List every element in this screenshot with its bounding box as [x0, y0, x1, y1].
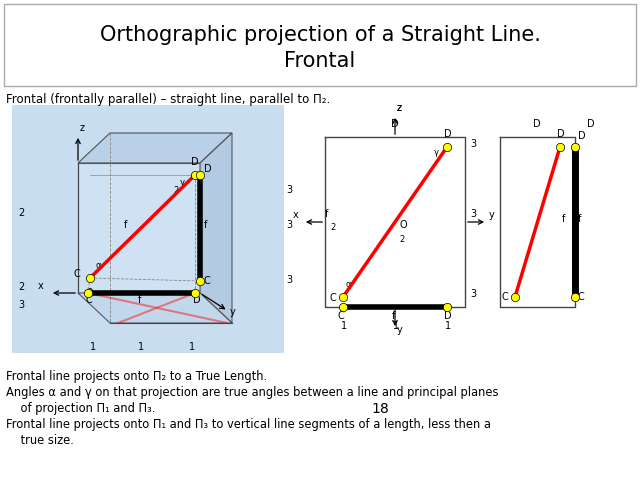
Text: f: f [204, 220, 207, 230]
Text: 2: 2 [18, 208, 24, 218]
Text: D: D [444, 129, 452, 139]
Text: D: D [587, 119, 595, 129]
Polygon shape [78, 133, 232, 163]
Text: x: x [38, 281, 44, 291]
Text: z: z [397, 103, 402, 113]
Text: γ: γ [434, 148, 439, 157]
Text: y: y [230, 307, 236, 317]
Text: 1: 1 [445, 321, 451, 331]
Text: C: C [338, 311, 345, 321]
Text: D: D [578, 131, 586, 141]
Text: 3: 3 [470, 289, 476, 299]
Text: C: C [501, 292, 508, 302]
Text: f: f [392, 311, 396, 321]
Text: 3: 3 [286, 185, 292, 195]
Bar [4, 4, 636, 86]
Text: true size.: true size. [6, 434, 74, 447]
Text: C: C [74, 269, 81, 279]
Text: C: C [578, 292, 585, 302]
Text: D: D [191, 157, 198, 167]
Text: 3: 3 [470, 209, 476, 219]
Text: 2: 2 [173, 186, 179, 195]
Text: Frontal (frontally parallel) – straight line, parallel to Π₂.: Frontal (frontally parallel) – straight … [6, 93, 330, 106]
Text: 1: 1 [90, 342, 96, 352]
Text: O: O [399, 220, 406, 230]
Text: f: f [325, 209, 328, 219]
Text: 1: 1 [341, 321, 347, 331]
Text: α: α [346, 280, 351, 289]
Text: z: z [80, 123, 85, 133]
Text: 3: 3 [286, 220, 292, 230]
Text: of projection Π₁ and Π₃.: of projection Π₁ and Π₃. [6, 402, 156, 415]
Text: C: C [329, 293, 336, 303]
Text: 1: 1 [189, 342, 195, 352]
Text: α: α [95, 261, 100, 270]
Text: 3: 3 [470, 139, 476, 149]
Text: D: D [193, 295, 200, 305]
Text: z: z [397, 103, 402, 113]
Text: Frontal line projects onto Π₂ to a True Length.: Frontal line projects onto Π₂ to a True … [6, 370, 267, 383]
Text: γ: γ [180, 178, 185, 187]
Text: 18: 18 [371, 402, 389, 416]
Text: C: C [204, 276, 211, 286]
Text: x: x [293, 210, 299, 220]
Text: Frontal line projects onto Π₁ and Π₃ to vertical line segments of a length, less: Frontal line projects onto Π₁ and Π₃ to … [6, 418, 491, 431]
Text: C: C [86, 295, 93, 305]
Text: 3: 3 [18, 300, 24, 310]
Text: 1: 1 [393, 321, 399, 331]
Text: y: y [397, 325, 403, 335]
Bar [12, 105, 284, 353]
Text: f: f [562, 214, 565, 224]
Text: 2: 2 [399, 235, 404, 244]
Text: D: D [391, 119, 399, 129]
Polygon shape [200, 133, 232, 323]
Text: Angles α and γ on that projection are true angles between a line and principal p: Angles α and γ on that projection are tr… [6, 386, 499, 399]
Text: 3: 3 [286, 275, 292, 285]
Text: D: D [204, 164, 212, 174]
Text: D: D [557, 129, 564, 139]
Polygon shape [78, 163, 200, 293]
Text: D: D [533, 119, 541, 129]
Text: D: D [444, 311, 452, 321]
Text: f: f [578, 214, 581, 224]
Text: O: O [86, 288, 93, 298]
Text: f: f [138, 295, 141, 305]
Polygon shape [78, 293, 232, 323]
Text: 2: 2 [330, 223, 335, 232]
Text: Orthographic projection of a Straight Line.
Frontal: Orthographic projection of a Straight Li… [100, 25, 540, 71]
Text: 1: 1 [138, 342, 144, 352]
Text: y: y [489, 210, 495, 220]
Text: f: f [124, 220, 127, 230]
Text: 2: 2 [18, 282, 24, 292]
